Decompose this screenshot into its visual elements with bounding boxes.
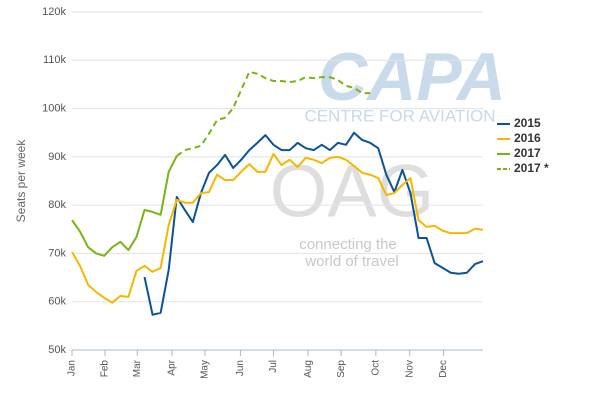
legend-label: 2017 [514, 146, 541, 160]
watermark: CENTRE FOR AVIATION [304, 106, 495, 125]
x-tick-label: Oct [370, 360, 381, 376]
y-tick-label: 60k [48, 296, 66, 308]
x-tick-label: Sep [336, 360, 347, 378]
legend-label: 2017 * [514, 161, 549, 175]
legend-label: 2016 [514, 131, 541, 145]
x-tick-label: Apr [167, 359, 178, 375]
watermark: world of travel [304, 253, 398, 270]
y-axis-label: Seats per week [14, 139, 28, 223]
x-tick-label: Dec [438, 360, 449, 378]
watermark: connecting the [299, 236, 397, 253]
x-tick-label: Jun [235, 360, 246, 376]
series-line [71, 152, 484, 304]
y-tick-label: 80k [48, 199, 66, 211]
series-line [176, 70, 371, 157]
x-tick-label: Nov [404, 360, 415, 378]
watermark: CAPA [318, 39, 506, 115]
x-tick-label: Jan [67, 360, 78, 376]
x-tick-label: Jul [268, 360, 279, 373]
x-tick-label: Feb [100, 360, 111, 378]
x-tick-label: May [200, 360, 211, 379]
y-tick-label: 90k [48, 151, 66, 163]
y-tick-label: 50k [48, 344, 66, 356]
y-tick-label: 120k [42, 6, 66, 18]
y-tick-label: 110k [43, 54, 67, 66]
series-line [71, 155, 178, 257]
y-tick-label: 70k [48, 247, 66, 259]
x-tick-label: Mar [132, 359, 143, 377]
x-tick-label: Aug [303, 360, 314, 378]
y-tick-label: 100k [42, 102, 66, 114]
legend-label: 2015 [514, 116, 541, 130]
